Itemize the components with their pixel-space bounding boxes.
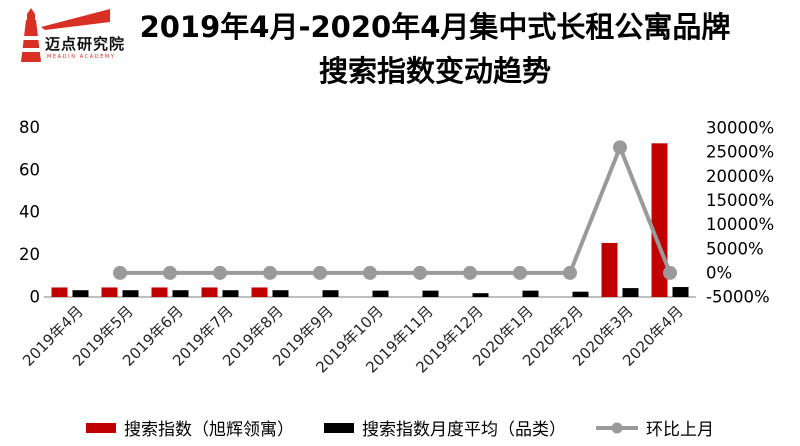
trend-dot (163, 265, 177, 280)
page-title-line1: 2019年4月-2020年4月集中式长租公寓品牌 (139, 10, 731, 44)
trend-dot (213, 265, 227, 280)
left-axis-tick: 80 (19, 118, 40, 137)
red-bar (201, 287, 218, 297)
left-axis-tick: 60 (19, 160, 40, 179)
right-axis-tick: 30000% (706, 119, 774, 138)
black-bar-swatch (324, 422, 354, 433)
page-title-line2: 搜索指数变动趋势 (318, 54, 551, 88)
trend-dot (663, 265, 677, 280)
trend-dot (463, 265, 477, 280)
lighthouse-icon (21, 8, 110, 62)
legend-label: 环比上月 (646, 420, 714, 440)
black-bar (222, 290, 239, 297)
legend-label: 搜索指数（旭辉领寓） (124, 420, 294, 440)
chart: 2019年4月 2019年5月 2019年6月 2019年7月 2019年8月 2019年… (0, 95, 800, 400)
legend-item-monthly-average: 搜索指数月度平均（品类） (324, 415, 566, 440)
trend-dot (263, 265, 277, 280)
trend-dot (363, 265, 377, 280)
black-bar (572, 291, 589, 297)
black-bar (272, 290, 289, 297)
trend-dot (413, 265, 427, 280)
red-bar (151, 287, 168, 297)
legend-label: 搜索指数月度平均（品类） (362, 420, 566, 440)
red-bar-swatch (86, 422, 116, 433)
trend-dot (613, 140, 627, 155)
red-bar (601, 242, 618, 297)
trend-line (120, 141, 672, 275)
right-axis-tick: 5000% (706, 239, 764, 258)
trend-dot (513, 265, 527, 280)
logo-caption: MEADIN ACADEMY (47, 54, 116, 60)
red-bar (51, 287, 68, 297)
right-axis-tick: -5000% (706, 288, 770, 307)
red-bar (251, 287, 268, 297)
black-bar (522, 290, 539, 297)
right-axis-tick: 20000% (706, 167, 774, 186)
trend-dot (563, 265, 577, 280)
black-bar (422, 290, 439, 297)
logo: 迈点研究院 MEADIN ACADEMY (14, 6, 126, 68)
black-bar (72, 290, 89, 297)
red-bar (101, 287, 118, 297)
right-axis-tick: 0% (706, 263, 732, 282)
trend-dot (313, 265, 327, 280)
black-bar (322, 290, 339, 297)
chart-canvas: 2019年4月2019年5月2019年6月2019年7月2019年8月2019年… (19, 118, 774, 377)
black-bar (372, 290, 389, 297)
black-bar (172, 290, 189, 297)
page-title: 2019年4月-2020年4月集中式长租公寓品牌 搜索指数变动趋势 (112, 5, 758, 93)
left-axis-tick: 20 (19, 245, 40, 264)
legend-item-search-index: 搜索指数（旭辉领寓） (86, 415, 294, 440)
line-marker-dot (611, 422, 623, 433)
right-axis-tick: 15000% (706, 191, 774, 210)
right-axis-tick: 25000% (706, 143, 774, 162)
chart-legend: 搜索指数（旭辉领寓） 搜索指数月度平均（品类） 环比上月 (0, 415, 800, 440)
legend-item-mom-change: 环比上月 (596, 415, 714, 440)
black-bar (672, 287, 689, 297)
black-bar (122, 290, 139, 297)
trend-dot (113, 265, 127, 280)
black-bar (622, 288, 639, 297)
left-axis-tick: 40 (19, 203, 40, 222)
logo-name: 迈点研究院 (45, 35, 126, 53)
right-axis-tick: 10000% (706, 215, 774, 234)
line-marker-icon (596, 422, 638, 433)
black-bar (472, 293, 489, 297)
left-axis-tick: 0 (30, 288, 41, 307)
